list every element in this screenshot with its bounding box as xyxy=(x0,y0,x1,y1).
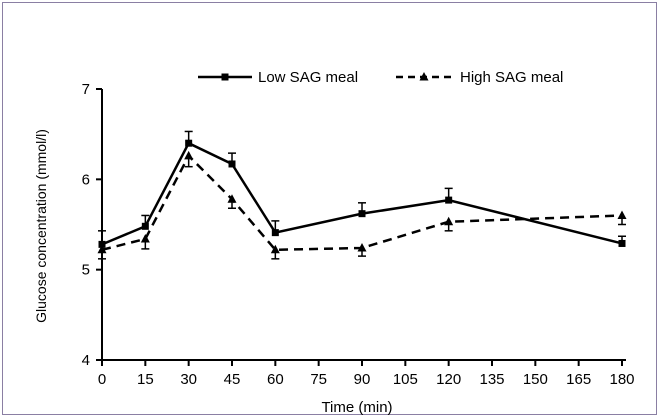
y-tick-label: 6 xyxy=(82,171,90,188)
x-tick-label: 150 xyxy=(523,371,548,388)
series-line xyxy=(101,153,623,252)
series-line xyxy=(101,141,623,246)
x-tick-label: 105 xyxy=(393,371,418,388)
data-point xyxy=(141,222,149,230)
series-layer xyxy=(97,130,627,260)
data-point xyxy=(97,244,107,254)
x-tick-label: 90 xyxy=(354,371,371,388)
data-point xyxy=(270,244,280,254)
legend: Low SAG meal High SAG meal xyxy=(198,69,563,86)
data-point xyxy=(140,233,150,243)
data-point xyxy=(98,240,106,248)
legend-swatch-marker xyxy=(221,73,229,81)
x-tick-label: 135 xyxy=(479,371,504,388)
data-point xyxy=(444,216,454,226)
data-point xyxy=(228,160,236,168)
legend-item: High SAG meal xyxy=(396,69,563,86)
y-tick-label: 4 xyxy=(82,352,90,369)
x-tick-label: 60 xyxy=(267,371,284,388)
y-axis-title: Glucose concentration (mmol/l) xyxy=(33,129,49,323)
data-point xyxy=(358,210,366,218)
x-tick-label: 120 xyxy=(436,371,461,388)
x-tick-label: 165 xyxy=(566,371,591,388)
data-point xyxy=(271,229,279,237)
data-point xyxy=(618,239,626,247)
x-axis-title: Time (min) xyxy=(321,399,392,416)
legend-label: High SAG meal xyxy=(460,69,563,86)
legend-swatch-marker xyxy=(419,72,429,81)
x-tick-label: 0 xyxy=(98,371,106,388)
x-tick-label: 45 xyxy=(224,371,241,388)
x-tick-label: 15 xyxy=(137,371,154,388)
x-tick-label: 75 xyxy=(310,371,327,388)
y-tick-label: 5 xyxy=(82,262,90,279)
x-tick-label: 30 xyxy=(180,371,197,388)
y-tick-label: 7 xyxy=(82,81,90,98)
data-point xyxy=(227,194,237,203)
data-point xyxy=(357,242,367,252)
data-point xyxy=(445,196,453,204)
series-low-sag xyxy=(98,130,626,248)
data-point xyxy=(184,150,194,160)
legend-label: Low SAG meal xyxy=(258,69,358,86)
data-point xyxy=(185,139,193,147)
x-tick-label: 180 xyxy=(609,371,634,388)
legend-item: Low SAG meal xyxy=(198,69,358,86)
data-point xyxy=(617,210,627,219)
series-high-sag xyxy=(97,150,627,260)
